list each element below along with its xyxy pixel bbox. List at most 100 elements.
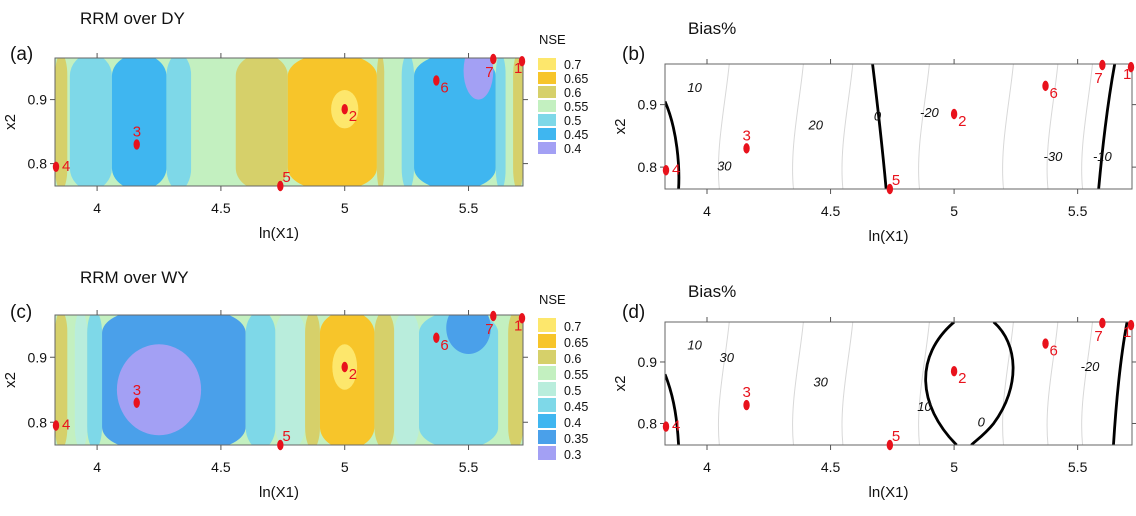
colorbar-label: 0.55 <box>564 100 588 114</box>
site-label: 4 <box>62 158 70 175</box>
faint-contour-line <box>918 322 930 445</box>
nse-band <box>374 315 395 445</box>
faint-contour-line <box>841 322 854 445</box>
contour-label: 10 <box>917 399 932 414</box>
faint-contour-line <box>1081 322 1093 445</box>
panel-label: (b) <box>622 44 645 65</box>
colorbar-label: 0.4 <box>564 416 581 430</box>
x-axis-label: ln(X1) <box>259 484 299 501</box>
contour-label: 0 <box>978 415 986 430</box>
y-axis-label: x2 <box>612 376 629 392</box>
nse-blob <box>463 58 494 100</box>
nse-band <box>74 315 88 445</box>
nse-band <box>55 58 68 186</box>
nse-band <box>69 58 112 186</box>
site-point <box>518 313 526 324</box>
y-tick-label: 0.8 <box>28 156 48 172</box>
faint-contour-line <box>1081 64 1093 189</box>
colorbar-swatch <box>538 446 556 460</box>
colorbar-label: 0.45 <box>564 400 588 414</box>
x-axis-label: ln(X1) <box>868 228 908 245</box>
colorbar-swatch <box>538 72 556 84</box>
site-point <box>662 421 670 432</box>
bias-plot <box>665 64 1132 189</box>
plot-background <box>665 64 1132 189</box>
site-point <box>52 420 60 431</box>
panel-label: (d) <box>622 302 645 323</box>
nse-band <box>55 315 68 445</box>
colorbar-title: NSE <box>539 292 566 307</box>
nse-band <box>166 58 192 186</box>
panel-b: Bias% (b) 10 30 20 0 -20 -30 -10 4 4.5 5 5.5 0.8 0.9 ln… <box>612 19 1136 245</box>
colorbar-swatch <box>538 128 556 140</box>
zero-contour-line <box>871 64 888 189</box>
site-point <box>133 397 140 408</box>
nse-band <box>498 315 509 445</box>
panel-title: Bias% <box>688 19 736 38</box>
contour-label: 20 <box>807 118 823 133</box>
colorbar-swatch <box>538 100 556 112</box>
site-point <box>950 366 958 377</box>
site-point <box>52 161 60 172</box>
site-label: 3 <box>133 123 141 140</box>
x-tick-label: 5.5 <box>459 200 479 216</box>
plot-frame <box>664 63 1133 190</box>
site-point <box>277 439 284 451</box>
nse-band <box>394 315 419 445</box>
colorbar-label: 0.45 <box>564 128 588 142</box>
colorbar-title: NSE <box>539 32 566 47</box>
site-point <box>490 310 497 322</box>
colorbar-swatch <box>538 382 556 396</box>
y-axis-label: x2 <box>2 114 19 130</box>
x-tick-label: 5.5 <box>459 459 479 475</box>
x-tick-label: 5 <box>341 200 349 216</box>
site-label: 6 <box>440 337 448 354</box>
site-label: 5 <box>282 169 290 186</box>
faint-contour-line <box>717 64 730 189</box>
site-label: 7 <box>485 321 493 338</box>
site-label: 2 <box>958 370 966 387</box>
colorbar-label: 0.7 <box>564 58 581 72</box>
y-tick-label: 0.9 <box>28 349 48 365</box>
nse-blob <box>116 344 202 436</box>
site-point <box>518 56 526 67</box>
zero-contour-line <box>1112 322 1129 445</box>
nse-band <box>67 58 70 186</box>
nse-band <box>513 58 523 186</box>
site-label: 2 <box>958 113 966 130</box>
plot-frame <box>54 57 524 187</box>
x-tick-label: 4.5 <box>821 203 841 219</box>
site-point <box>743 143 750 154</box>
colorbar-swatch <box>538 414 556 428</box>
site-point <box>1127 319 1135 331</box>
colorbar-label: 0.6 <box>564 352 581 366</box>
panel-a: RRM over DY(a)NSE0.70.650.60.550.50.450.… <box>2 9 588 242</box>
nse-band <box>384 58 402 186</box>
colorbar-swatch <box>538 86 556 98</box>
site-point <box>341 104 348 115</box>
site-label: 2 <box>349 366 357 383</box>
site-label: 6 <box>1050 85 1058 102</box>
colorbar-swatch <box>538 366 556 380</box>
y-tick-label: 0.9 <box>638 354 658 370</box>
colorbar: NSE 0.7 0.65 0.6 0.55 0.5 0.45 0.4 0.35 0.3 <box>538 292 588 462</box>
nse-blob <box>446 315 491 354</box>
x-tick-label: 4 <box>93 200 101 216</box>
faint-contour-line <box>1002 322 1014 445</box>
site-label: 6 <box>1050 343 1058 360</box>
x-tick-label: 4 <box>703 459 711 475</box>
panel-label: (a) <box>10 44 33 65</box>
faint-contour-line <box>1046 322 1059 445</box>
nse-band <box>111 58 167 186</box>
nse-band <box>305 315 320 445</box>
y-tick-label: 0.9 <box>638 97 658 113</box>
site-label: 2 <box>349 108 357 125</box>
x-tick-label: 4 <box>703 203 711 219</box>
site-label: 5 <box>892 428 900 445</box>
colorbar-label: 0.5 <box>564 384 581 398</box>
panel-c: RRM over WY(c)NSE0.70.650.60.550.50.450.… <box>2 268 588 501</box>
y-axis-label: x2 <box>2 372 19 388</box>
faint-contour-line <box>792 322 804 445</box>
faint-contour-line <box>841 64 854 189</box>
